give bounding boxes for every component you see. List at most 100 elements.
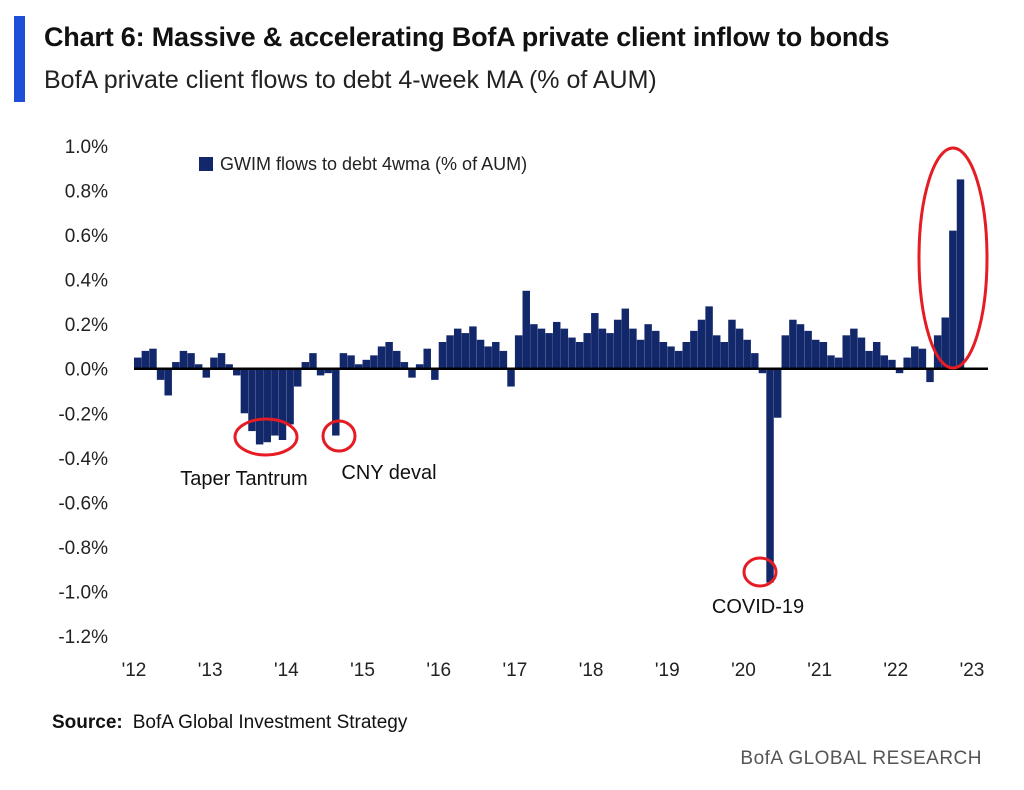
data-bar [674, 350, 683, 369]
x-tick-label: '13 [198, 660, 223, 681]
source-note: Source: BofA Global Investment Strategy [52, 712, 407, 734]
data-bar [453, 328, 462, 369]
data-bar [949, 230, 957, 369]
y-tick-label: 0.2% [65, 315, 108, 336]
data-bar [179, 350, 188, 369]
data-bar [431, 368, 439, 380]
data-bar [149, 348, 157, 369]
data-bar [751, 353, 759, 369]
data-bar [385, 342, 393, 369]
x-tick-label: '23 [960, 660, 985, 681]
x-axis-ticks: '12 '13 '14 '15 '16 '17 '18 '19 '20 '21 '22 '23 [122, 660, 985, 681]
data-bar [134, 357, 142, 369]
data-bar [172, 362, 180, 369]
data-bar [888, 359, 896, 369]
data-bar [827, 355, 835, 369]
data-bar [575, 342, 584, 369]
data-bar [621, 308, 630, 369]
x-tick-label: '22 [883, 660, 908, 681]
data-bar [956, 179, 965, 369]
data-bar [530, 324, 538, 369]
data-bar [354, 364, 363, 369]
footer-brand: BofA GLOBAL RESEARCH [740, 748, 982, 769]
y-tick-label: -0.2% [58, 404, 108, 425]
taper-tantrum-circle [233, 417, 299, 457]
data-bar [941, 317, 949, 369]
data-bar [271, 368, 279, 436]
y-tick-label: -1.0% [58, 582, 108, 603]
legend-label: GWIM flows to debt 4wma (% of AUM) [220, 154, 527, 174]
data-bar [484, 346, 492, 369]
data-bar [537, 328, 546, 369]
data-bar [598, 328, 607, 369]
data-bar [255, 368, 264, 445]
data-bar [819, 342, 828, 369]
data-bar [735, 328, 744, 369]
data-bar [804, 330, 812, 369]
y-tick-label: 1.0% [65, 137, 108, 158]
data-bar [469, 326, 477, 369]
data-bar [187, 353, 195, 369]
data-bar [926, 368, 934, 383]
chart-legend: GWIM flows to debt 4wma (% of AUM) [199, 154, 527, 174]
data-bar [705, 306, 713, 369]
y-tick-label: -0.6% [58, 493, 108, 514]
data-bar [758, 368, 767, 374]
data-bar [316, 368, 325, 376]
x-tick-label: '15 [350, 660, 375, 681]
data-bar [278, 368, 287, 440]
recent-inflow-circle [917, 146, 989, 370]
data-bar [773, 368, 782, 418]
data-bar [240, 368, 249, 414]
data-bar [194, 364, 203, 369]
data-bar [918, 348, 927, 369]
data-bar [743, 339, 751, 369]
y-tick-label: 0.8% [65, 182, 108, 203]
data-bar [644, 324, 652, 369]
y-tick-label: 0.0% [65, 360, 108, 381]
data-bar [766, 368, 774, 583]
data-bar [812, 339, 820, 369]
data-bar [339, 353, 348, 369]
x-tick-label: '16 [426, 660, 451, 681]
data-bar [164, 368, 172, 396]
data-bar [248, 368, 256, 432]
data-bar [667, 346, 675, 369]
data-bar [461, 333, 470, 369]
x-tick-label: '17 [503, 660, 528, 681]
data-bar [865, 350, 873, 369]
data-bar [408, 368, 416, 378]
data-bar [446, 335, 454, 369]
legend-swatch [199, 157, 213, 171]
source-label: Source: [52, 712, 123, 733]
data-bar [415, 364, 424, 369]
data-bar [476, 339, 485, 369]
data-bar [652, 330, 660, 369]
data-bar [690, 330, 698, 369]
data-bar [393, 350, 401, 369]
x-tick-label: '20 [731, 660, 756, 681]
data-bar [781, 335, 790, 369]
data-bar [911, 346, 919, 369]
covid-circle [742, 556, 778, 588]
data-bar [568, 337, 576, 369]
data-bar [362, 359, 371, 369]
data-bar [636, 339, 645, 369]
data-bar [225, 364, 233, 369]
data-bar [682, 342, 690, 369]
cny-deval-circle [321, 419, 357, 453]
data-bar [217, 353, 226, 369]
data-bar [514, 335, 523, 369]
data-bar [286, 368, 294, 425]
x-tick-label: '21 [807, 660, 832, 681]
data-bar [606, 333, 614, 369]
y-axis-ticks: 1.0% 0.8% 0.6% 0.4% 0.2% 0.0% -0.2% -0.4% -0.6% -… [58, 137, 108, 648]
data-bar [789, 319, 797, 369]
data-bar [309, 353, 317, 369]
data-bar [438, 342, 447, 369]
annotation-label: COVID-19 [712, 596, 804, 618]
source-text: BofA Global Investment Strategy [132, 712, 408, 733]
x-tick-label: '18 [579, 660, 604, 681]
annotations: Taper Tantrum CNY deval COVID-19 [180, 462, 804, 618]
data-bar [324, 368, 332, 374]
